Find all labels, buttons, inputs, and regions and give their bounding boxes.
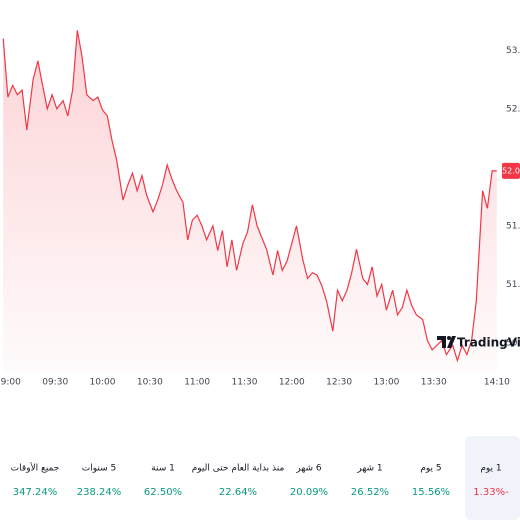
y-tick-label: 53.0: [506, 46, 520, 56]
x-tick-label: 10:00: [90, 378, 116, 388]
period-value: 238.24%: [77, 487, 122, 498]
period-label: 1 شهر: [356, 464, 382, 474]
area: [3, 30, 497, 372]
last-price-badge: [502, 162, 520, 179]
selected-period: [465, 436, 520, 520]
period-label: 1 سنة: [151, 464, 175, 474]
period-value: 347.24%: [13, 487, 58, 498]
x-tick-label: 13:00: [373, 378, 399, 388]
period-value: 15.56%: [412, 487, 450, 498]
period-label: 5 يوم: [420, 464, 441, 474]
x-tick-label: 10:30: [137, 378, 163, 388]
last-price-label: 52.0: [502, 166, 520, 175]
x-tick-label: 14:10: [484, 378, 510, 388]
x-tick-label: 11:30: [232, 378, 258, 388]
line: [2, 30, 497, 363]
period-value: 62.50%: [144, 487, 182, 498]
x-tick-label: 12:00: [279, 378, 305, 388]
logo: [437, 336, 456, 348]
y-tick-label: 52.5: [506, 104, 520, 114]
period-label: 1 يوم: [480, 464, 501, 474]
period-label: 6 شهر: [295, 464, 322, 474]
x-tick-label: 09:00: [0, 378, 21, 388]
y-tick-label: 51.5: [506, 221, 520, 231]
x-tick-label: 13:30: [421, 378, 447, 388]
y-tick-label: 50.5: [506, 338, 520, 348]
period-value: 22.64%: [219, 487, 257, 498]
period-value: 26.52%: [351, 487, 389, 498]
x-tick-label: 11:00: [184, 378, 210, 388]
period-value: 1.33%-: [473, 487, 509, 498]
y-tick-label: 51.0: [506, 280, 520, 290]
period-value: 20.09%: [290, 487, 328, 498]
period-label: جميع الأوقات: [11, 462, 60, 474]
x-tick-label: 12:30: [326, 378, 352, 388]
period-label: 5 سنوات: [82, 464, 116, 474]
period-label: منذ بداية العام حتى اليوم: [192, 464, 285, 474]
x-tick-label: 09:30: [42, 378, 68, 388]
watermark: TradingView: [457, 336, 520, 350]
